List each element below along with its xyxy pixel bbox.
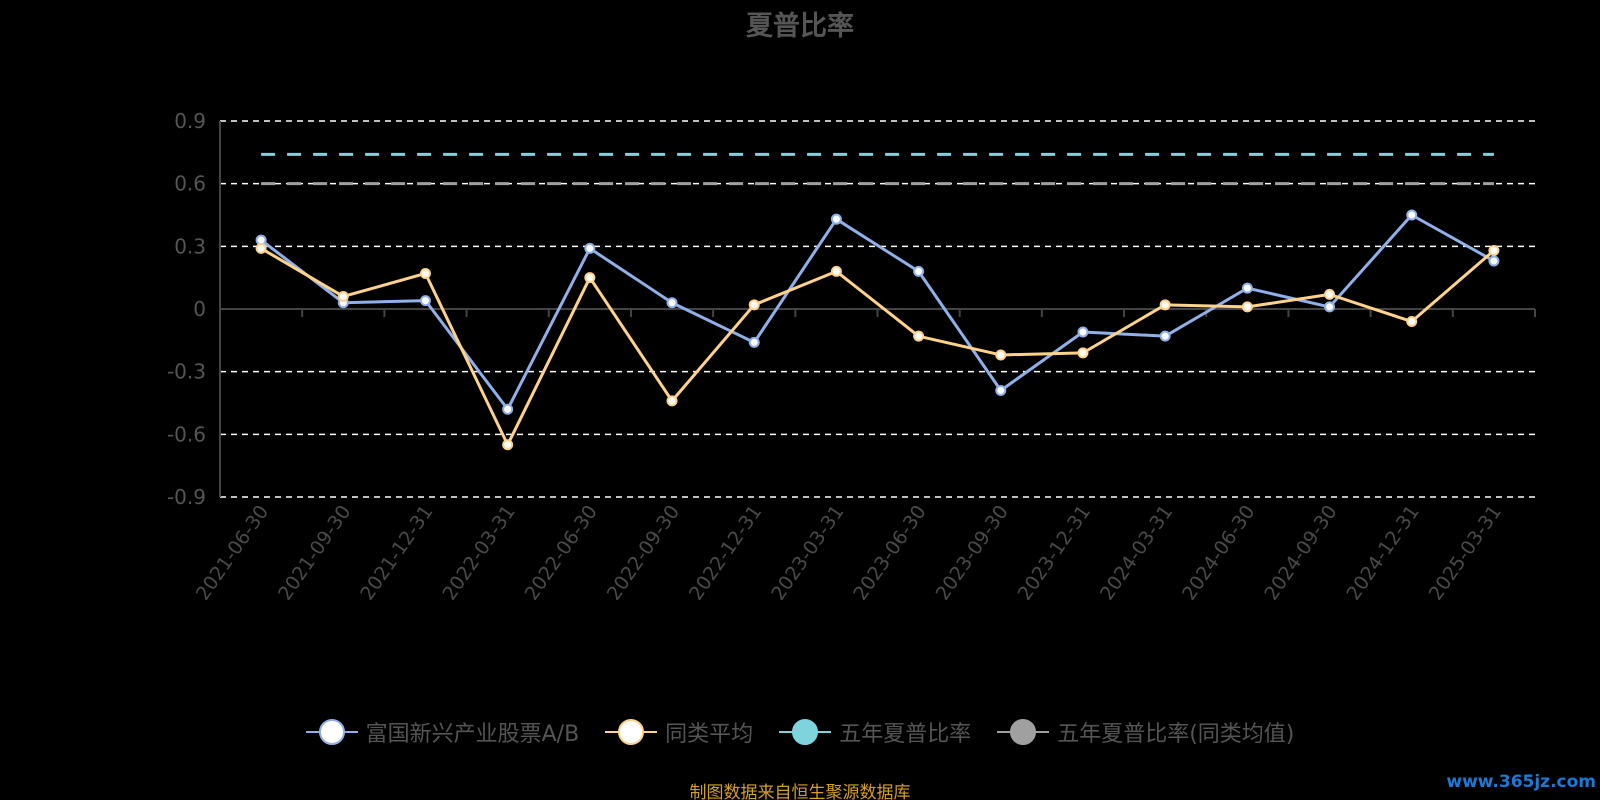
series-point-0 (830, 213, 842, 225)
x-tick-label: 2023-12-31 (1014, 501, 1095, 604)
y-tick-label: 0 (193, 297, 206, 321)
series-point-0 (1324, 301, 1336, 313)
series-layer (255, 152, 1500, 451)
x-tick-label: 2024-09-30 (1260, 501, 1341, 604)
x-tick-label: 2024-06-30 (1178, 501, 1259, 604)
legend-label-five-year-sharpe-category: 五年夏普比率(同类均值) (1057, 722, 1295, 747)
series-point-0 (1241, 282, 1253, 294)
legend-dot-five-year-sharpe-category (1010, 719, 1037, 745)
legend-item-five-year-sharpe-category[interactable]: 五年夏普比率(同类均值) (997, 716, 1294, 748)
series-point-1 (1488, 245, 1500, 257)
series-line-1 (260, 247, 1495, 447)
series-point-1 (337, 290, 349, 302)
x-tick-label: 2022-09-30 (603, 501, 684, 604)
legend-dot-five-year-sharpe (792, 719, 819, 745)
legend-marker-fund (305, 718, 358, 746)
series-point-0 (748, 336, 760, 348)
series-point-0 (419, 295, 431, 307)
series-point-1 (1159, 299, 1171, 311)
series-line-0 (260, 213, 1495, 411)
legend-item-category-average[interactable]: 同类平均 (605, 716, 753, 748)
series-point-1 (666, 395, 678, 407)
legend-marker-category-average (605, 718, 658, 746)
x-tick-label: 2022-12-31 (685, 501, 766, 604)
source-note: 制图数据来自恒生聚源数据库 (689, 783, 911, 800)
series-point-1 (748, 299, 760, 311)
series-point-0 (1406, 209, 1418, 221)
series-point-1 (502, 439, 514, 451)
series-point-1 (995, 349, 1007, 361)
x-tick-label: 2024-03-31 (1096, 501, 1177, 604)
series-point-0 (1159, 330, 1171, 342)
axis-layer (219, 121, 1536, 497)
legend-label-five-year-sharpe: 五年夏普比率 (839, 722, 972, 747)
series-point-0 (584, 242, 596, 254)
x-tick-label: 2024-12-31 (1342, 501, 1423, 604)
series-point-0 (1077, 326, 1089, 338)
series-point-1 (584, 272, 596, 284)
series-point-0 (995, 384, 1007, 396)
chart-title: 夏普比率 (746, 11, 854, 42)
x-tick-label: 2025-03-31 (1425, 501, 1506, 604)
legend-marker-five-year-sharpe-category (997, 718, 1050, 746)
x-tick-label: 2021-06-30 (192, 501, 273, 604)
legend: 富国新兴产业股票A/B 同类平均 五年夏普比率 五年夏普比率(同类均值) (0, 716, 1600, 748)
y-tick-label: 0.6 (174, 172, 206, 196)
y-tick-label: -0.6 (167, 422, 206, 446)
x-tick-label: 2023-03-31 (767, 501, 848, 604)
y-tick-label: -0.3 (167, 360, 206, 384)
series-point-0 (502, 403, 514, 415)
x-tick-label: 2021-09-30 (274, 501, 355, 604)
series-point-1 (419, 267, 431, 279)
x-tick-label: 2023-09-30 (932, 501, 1013, 604)
series-point-0 (913, 265, 925, 277)
x-tick-label: 2021-12-31 (356, 501, 437, 604)
x-tick-label: 2022-06-30 (521, 501, 602, 604)
legend-label-fund: 富国新兴产业股票A/B (365, 722, 580, 747)
series-point-1 (913, 330, 925, 342)
series-point-0 (1488, 255, 1500, 267)
x-tick-label: 2023-06-30 (849, 501, 930, 604)
legend-item-five-year-sharpe[interactable]: 五年夏普比率 (779, 716, 971, 748)
y-tick-label: -0.9 (167, 485, 206, 509)
x-tick-label: 2022-03-31 (438, 501, 519, 604)
legend-label-category-average: 同类平均 (665, 722, 754, 747)
series-point-1 (1406, 316, 1418, 328)
legend-dot-fund (318, 719, 345, 745)
series-point-1 (255, 242, 267, 254)
y-tick-label: 0.9 (174, 109, 206, 133)
series-point-1 (830, 265, 842, 277)
legend-marker-five-year-sharpe (779, 718, 832, 746)
watermark: www.365jz.com (1446, 772, 1596, 792)
series-point-0 (666, 297, 678, 309)
y-tick-label: 0.3 (174, 234, 206, 258)
legend-dot-category-average (618, 719, 645, 745)
series-point-1 (1324, 288, 1336, 300)
series-point-1 (1241, 301, 1253, 313)
series-point-1 (1077, 347, 1089, 359)
legend-item-fund[interactable]: 富国新兴产业股票A/B (305, 716, 580, 748)
